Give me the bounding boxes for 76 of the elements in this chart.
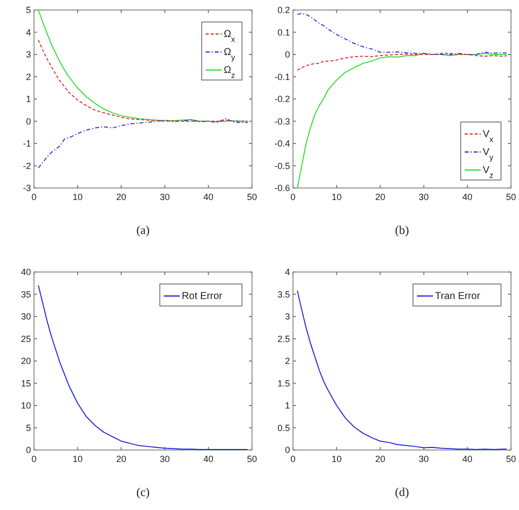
y-tick-label: 1 bbox=[284, 400, 290, 410]
y-tick-label: 5 bbox=[26, 5, 31, 15]
y-tick-label: 1.5 bbox=[277, 378, 290, 388]
y-tick-label: 0 bbox=[284, 50, 290, 60]
y-tick-label: 0.1 bbox=[277, 27, 290, 38]
x-tick-label: 50 bbox=[246, 454, 258, 464]
y-tick-label: -3 bbox=[22, 183, 31, 193]
y-tick-label: -2 bbox=[22, 160, 31, 171]
y-tick-label: 3 bbox=[26, 50, 31, 60]
x-tick-label: 10 bbox=[72, 192, 83, 202]
y-tick-label: 20 bbox=[20, 356, 31, 366]
x-axis-title: (b) bbox=[395, 223, 409, 237]
x-tick-label: 30 bbox=[160, 192, 170, 202]
x-tick-label: 50 bbox=[506, 192, 516, 202]
x-tick-label: 40 bbox=[462, 192, 472, 202]
y-tick-label: 4 bbox=[284, 267, 290, 277]
x-tick-label: 20 bbox=[116, 454, 126, 464]
x-tick-label: 20 bbox=[375, 454, 386, 464]
line-series bbox=[296, 52, 508, 188]
legend-label: Ω$_{y}$ bbox=[224, 47, 236, 62]
y-tick-label: 35 bbox=[20, 289, 31, 300]
y-tick-label: 2.5 bbox=[277, 334, 290, 344]
y-tick-label: -1 bbox=[22, 138, 31, 148]
y-tick-label: 0 bbox=[26, 445, 31, 455]
y-tick-label: 3.5 bbox=[277, 289, 290, 300]
y-tick-label: 10 bbox=[20, 400, 31, 410]
x-tick-label: 50 bbox=[506, 454, 516, 464]
x-axis-title: (d) bbox=[395, 485, 409, 499]
x-tick-label: 40 bbox=[203, 192, 214, 202]
line-series bbox=[38, 10, 248, 122]
x-tick-label: 40 bbox=[462, 454, 472, 464]
y-tick-label: -0.5 bbox=[274, 160, 290, 171]
x-tick-label: 20 bbox=[116, 192, 126, 202]
x-tick-label: 10 bbox=[332, 454, 342, 464]
y-tick-label: 0 bbox=[26, 116, 31, 126]
legend-label: V$_{z}$ bbox=[482, 165, 494, 180]
legend-label: V$_{y}$ bbox=[482, 147, 494, 162]
y-tick-label: 5 bbox=[26, 422, 31, 433]
y-tick-label: 3 bbox=[284, 312, 290, 322]
y-tick-label: 0.2 bbox=[277, 5, 290, 15]
x-tick-label: 30 bbox=[418, 192, 429, 202]
y-tick-label: 4 bbox=[26, 27, 31, 38]
legend-label: Ω$_{x}$ bbox=[224, 29, 236, 44]
line-series bbox=[296, 12, 508, 55]
y-tick-label: 40 bbox=[20, 267, 31, 277]
legend-label: Tran Error bbox=[435, 291, 481, 302]
x-tick-label: 30 bbox=[160, 454, 170, 464]
line-series bbox=[296, 52, 508, 71]
y-tick-label: 1 bbox=[26, 94, 31, 104]
y-tick-label: 25 bbox=[20, 334, 31, 344]
y-tick-label: 30 bbox=[20, 312, 31, 322]
legend-label: V$_{x}$ bbox=[482, 129, 494, 144]
legend-label: Ω$_{z}$ bbox=[224, 65, 236, 80]
line-series bbox=[38, 118, 248, 168]
x-tick-label: 50 bbox=[246, 192, 258, 202]
x-tick-label: 10 bbox=[72, 454, 83, 464]
x-tick-label: 30 bbox=[418, 454, 429, 464]
y-tick-label: 0.5 bbox=[277, 422, 290, 433]
y-tick-label: 15 bbox=[20, 378, 31, 388]
x-tick-label: 20 bbox=[375, 192, 386, 202]
y-tick-label: -0.1 bbox=[274, 72, 290, 82]
legend-label: Rot Error bbox=[182, 291, 224, 302]
y-tick-label: 2 bbox=[284, 356, 290, 366]
y-tick-label: -0.4 bbox=[274, 138, 290, 148]
line-series bbox=[296, 290, 508, 450]
y-tick-label: 0 bbox=[284, 445, 290, 455]
y-tick-label: -0.3 bbox=[274, 116, 290, 126]
line-series bbox=[38, 40, 248, 122]
x-axis-title: (a) bbox=[136, 223, 150, 237]
line-series bbox=[38, 284, 248, 450]
y-tick-label: -0.6 bbox=[274, 183, 290, 193]
y-tick-label: 2 bbox=[26, 72, 31, 82]
y-tick-label: -0.2 bbox=[274, 94, 290, 104]
x-tick-label: 10 bbox=[332, 192, 342, 202]
x-axis-title: (c) bbox=[136, 485, 150, 499]
x-tick-label: 40 bbox=[203, 454, 214, 464]
